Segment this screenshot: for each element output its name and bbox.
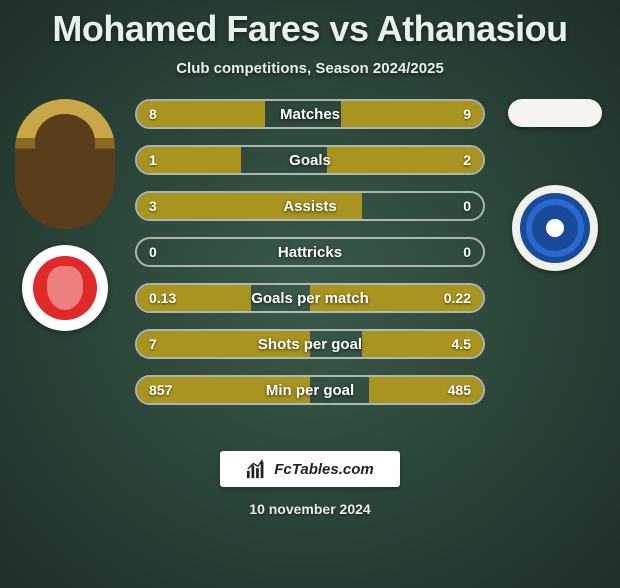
stat-label: Goals [137, 152, 483, 169]
player2-club-badge [512, 185, 598, 271]
page-title: Mohamed Fares vs Athanasiou [0, 8, 620, 50]
stat-row: 74.5Shots per goal [135, 329, 485, 359]
stat-row: 00Hattricks [135, 237, 485, 267]
stat-row: 857485Min per goal [135, 375, 485, 405]
source-badge[interactable]: FcTables.com [220, 451, 400, 487]
stat-label: Shots per goal [137, 336, 483, 353]
player1-photo [15, 99, 115, 229]
stat-row: 89Matches [135, 99, 485, 129]
stat-row: 12Goals [135, 145, 485, 175]
stat-label: Min per goal [137, 382, 483, 399]
player2-column [500, 99, 610, 271]
stat-row: 30Assists [135, 191, 485, 221]
player1-club-badge [22, 245, 108, 331]
comparison-panel: 89Matches 12Goals 30Assists 00Hattricks 0.13… [0, 99, 620, 429]
source-label: FcTables.com [274, 461, 373, 478]
stat-label: Matches [137, 106, 483, 123]
player2-photo [508, 99, 602, 127]
stat-row: 0.130.22Goals per match [135, 283, 485, 313]
stat-label: Assists [137, 198, 483, 215]
subtitle: Club competitions, Season 2024/2025 [0, 60, 620, 77]
player1-column [10, 99, 120, 331]
date-label: 10 november 2024 [0, 501, 620, 517]
stat-label: Goals per match [137, 290, 483, 307]
stats-bars: 89Matches 12Goals 30Assists 00Hattricks 0.13… [135, 99, 485, 405]
stat-label: Hattricks [137, 244, 483, 261]
chart-icon [246, 459, 268, 479]
